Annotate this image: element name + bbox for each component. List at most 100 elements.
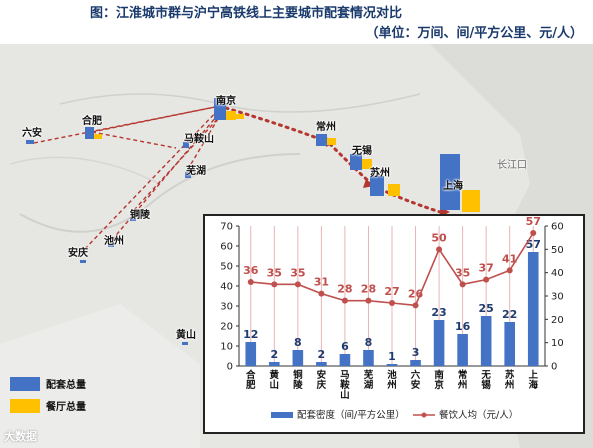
bar: [504, 322, 515, 366]
y-left-tick-label: 30: [220, 302, 233, 313]
line-point: [318, 290, 325, 297]
y-left-tick-label: 40: [220, 282, 233, 293]
page-title: 图：江淮城市群与沪宁高铁线上主要城市配套情况对比: [90, 6, 403, 21]
x-tick-label: 无: [480, 370, 491, 381]
bar: [527, 252, 539, 366]
bar-data-label: 2: [270, 348, 278, 361]
city-bar-total: [185, 172, 191, 178]
city-label-shanghai: 上海: [443, 181, 463, 192]
bar: [316, 362, 327, 366]
bar-data-label: 57: [526, 238, 541, 251]
city-bar-total: [130, 218, 136, 221]
line-point: [412, 302, 419, 309]
city-label-huangshan: 黄山: [176, 330, 196, 341]
city-bar-restaurant: [232, 114, 244, 119]
line-point: [365, 297, 372, 304]
line-point: [483, 276, 490, 283]
legend-swatch: [10, 376, 40, 391]
map-legend-total: 配套总量: [10, 376, 86, 391]
city-label-maanshan: 马鞍山: [184, 134, 214, 145]
x-tick-label: 陵: [293, 379, 303, 391]
route-line: [79, 107, 221, 255]
page-subtitle: （单位：万间、间/平方公里、元/人）: [365, 26, 584, 41]
x-tick-label: 州: [457, 380, 468, 391]
city-bar-restaurant: [388, 184, 400, 196]
line-point: [247, 279, 254, 285]
y-left-tick-label: 50: [220, 262, 233, 273]
bar: [269, 362, 280, 366]
city-bar-restaurant: [94, 134, 102, 139]
bar: [410, 360, 421, 366]
watermark: 大数据: [4, 430, 37, 443]
city-label-hefei: 合肥: [82, 116, 102, 127]
line-data-label: 28: [361, 283, 376, 296]
x-tick-label: 南: [434, 369, 444, 381]
map-legend-restaurant: 餐厅总量: [10, 398, 86, 413]
city-bar-total: [183, 142, 189, 148]
city-bar-total: [370, 176, 384, 196]
line-data-label: 28: [337, 283, 352, 296]
line-point: [506, 267, 513, 274]
y-left-tick-label: 20: [220, 322, 233, 333]
y-right-tick-label: 10: [551, 338, 564, 349]
city-bar-restaurant: [362, 159, 372, 169]
bar: [386, 364, 398, 366]
x-tick-label: 安: [317, 369, 327, 381]
rail-line: [224, 106, 330, 144]
city-bar-total: [108, 244, 114, 247]
y-right-tick-label: 50: [551, 245, 564, 256]
header: 图：江淮城市群与沪宁高铁线上主要城市配套情况对比 （单位：万间、间/平方公里、元…: [0, 0, 593, 44]
city-label-tongling: 铜陵: [130, 210, 150, 221]
line-point: [530, 230, 537, 236]
line-data-label: 35: [455, 266, 470, 279]
y-right-tick-label: 20: [551, 315, 564, 326]
line-data-label: 35: [290, 266, 305, 279]
line-data-label: 37: [478, 262, 493, 275]
city-bar-total: [440, 154, 460, 210]
y-left-tick-label: 70: [220, 222, 233, 233]
line-point: [294, 281, 301, 288]
city-bar-total: [80, 260, 86, 263]
y-left-tick-label: 60: [220, 242, 233, 253]
line-data-label: 36: [243, 264, 259, 277]
line-data-label: 26: [408, 287, 424, 300]
line-data-label: 35: [267, 266, 282, 279]
bar: [363, 350, 374, 366]
bar-data-label: 3: [412, 346, 420, 359]
y-left-tick-label: 10: [220, 342, 233, 353]
x-tick-label: 苏: [505, 369, 515, 381]
line-data-label: 31: [314, 276, 329, 289]
city-bar-restaurant: [327, 138, 336, 145]
bar-data-label: 1: [388, 350, 396, 363]
city-label-wuxi: 无锡: [352, 146, 372, 157]
route-line: [190, 111, 223, 165]
city-bar-total: [26, 140, 34, 144]
x-tick-label: 六: [411, 369, 421, 381]
x-tick-label: 上: [528, 369, 538, 381]
route-line: [91, 131, 177, 149]
city-label-anqing: 安庆: [68, 248, 88, 259]
x-tick-label: 州: [386, 380, 397, 391]
region-label: 长江口: [497, 160, 527, 171]
bar-data-label: 25: [478, 302, 493, 315]
bar: [292, 350, 304, 366]
city-bar-total: [214, 98, 226, 120]
line-data-label: 57: [526, 216, 541, 228]
x-tick-label: 州: [504, 380, 515, 391]
legend-swatch-bar: [271, 412, 293, 418]
legend-swatch-marker: [421, 412, 427, 418]
line-data-label: 27: [384, 285, 399, 298]
line-point: [459, 281, 466, 288]
x-tick-label: 常: [458, 369, 468, 381]
route-line: [133, 111, 225, 211]
city-label-changzhou: 常州: [316, 122, 336, 133]
x-tick-label: 池: [387, 369, 397, 381]
line-data-label: 50: [431, 231, 447, 244]
chart-panel: 0 10 20 30 40 50 60 70 0 10 20 30 40 50 60 12 2 8 2 6 8 1 3 23 1…: [203, 214, 585, 434]
x-tick-label: 海: [528, 379, 538, 391]
city-bar-restaurant: [226, 111, 236, 120]
city-label-nanjing: 南京: [216, 96, 236, 107]
legend-label: 配套总量: [46, 380, 86, 391]
line-point: [271, 281, 278, 288]
bar: [457, 334, 468, 366]
